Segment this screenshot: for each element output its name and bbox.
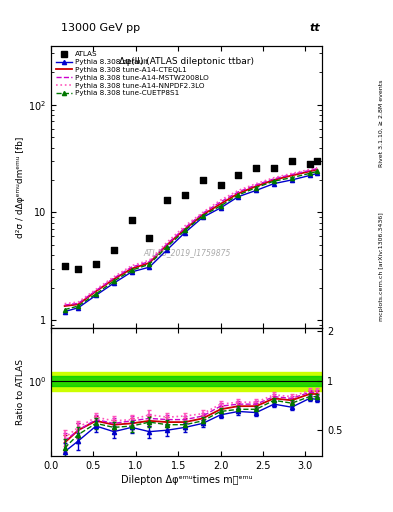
Text: Rivet 3.1.10, ≥ 2.8M events: Rivet 3.1.10, ≥ 2.8M events (379, 79, 384, 166)
Point (271, 164, 277, 172)
Point (75, 265, 81, 273)
Text: mcplots.cern.ch [arXiv:1306.3436]: mcplots.cern.ch [arXiv:1306.3436] (379, 212, 384, 321)
Point (253, 164, 259, 172)
Point (146, 234, 152, 242)
Point (288, 157, 295, 165)
Text: ATLAS_2019_I1759875: ATLAS_2019_I1759875 (143, 248, 230, 257)
Legend: ATLAS, Pythia 8.308 default, Pythia 8.308 tune-A14-CTEQL1, Pythia 8.308 tune-A14: ATLAS, Pythia 8.308 default, Pythia 8.30… (55, 50, 210, 98)
Text: tt: tt (310, 23, 320, 33)
Point (164, 196, 170, 204)
Point (235, 172, 242, 180)
Point (182, 191, 188, 199)
Point (129, 216, 135, 224)
Point (307, 160, 313, 168)
Y-axis label: d²σ / dΔφᵉᵐᵘdmᵉᵐᵘ [fb]: d²σ / dΔφᵉᵐᵘdmᵉᵐᵘ [fb] (17, 136, 26, 238)
Point (111, 246, 117, 254)
Point (93, 260, 99, 268)
Text: 13000 GeV pp: 13000 GeV pp (61, 23, 140, 33)
Point (217, 181, 224, 189)
Point (61, 262, 68, 270)
Text: Δφ(ll) (ATLAS dileptonic ttbar): Δφ(ll) (ATLAS dileptonic ttbar) (119, 57, 254, 67)
Y-axis label: Ratio to ATLAS: Ratio to ATLAS (16, 359, 25, 424)
X-axis label: Dilepton Δφᵉᵐᵘtimes mᵿᵉᵐᵘ: Dilepton Δφᵉᵐᵘtimes mᵿᵉᵐᵘ (121, 475, 252, 485)
Point (314, 157, 320, 165)
Point (200, 176, 206, 184)
